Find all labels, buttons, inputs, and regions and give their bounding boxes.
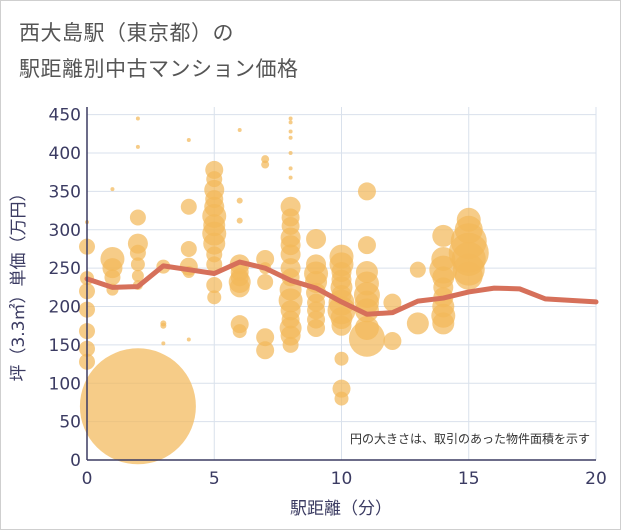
data-bubble: [357, 236, 376, 255]
data-bubble: [236, 217, 243, 224]
data-bubble: [454, 261, 483, 290]
data-bubble: [432, 224, 455, 247]
data-bubble: [432, 312, 455, 335]
data-bubble: [261, 160, 270, 169]
data-bubble: [207, 290, 222, 305]
data-bubble: [307, 319, 326, 338]
data-bubble: [306, 228, 327, 249]
data-bubble: [256, 328, 275, 347]
x-tick-label: 0: [82, 469, 93, 489]
y-tick-label: 400: [49, 144, 81, 164]
data-bubble: [180, 198, 197, 215]
data-bubble: [332, 379, 351, 398]
x-tick-labels: 0 5 10 15 20: [82, 469, 607, 489]
data-bubble: [135, 116, 140, 121]
data-bubble: [288, 129, 293, 134]
x-tick-label: 10: [331, 469, 353, 489]
data-bubble: [257, 273, 274, 290]
data-bubble: [288, 166, 293, 171]
data-bubble: [288, 120, 293, 125]
x-tick-label: 20: [585, 469, 607, 489]
y-axis-title: 坪（3.3㎡）単価（万円）: [9, 184, 29, 381]
y-tick-label: 100: [49, 374, 81, 394]
y-tick-label: 250: [49, 259, 81, 279]
data-bubble: [104, 269, 121, 286]
data-bubble: [383, 332, 402, 351]
data-bubble: [110, 187, 115, 192]
data-bubble: [206, 256, 223, 273]
data-bubble: [186, 137, 191, 142]
data-bubble: [354, 298, 379, 323]
y-tick-label: 350: [49, 182, 81, 202]
data-bubble: [288, 175, 293, 180]
y-tick-label: 150: [49, 336, 81, 356]
data-bubble: [79, 348, 196, 465]
chart-title-line-1: 西大島駅（東京都）の: [19, 21, 234, 45]
trend-line-layer: [84, 259, 599, 317]
data-bubble: [256, 341, 275, 360]
chart-title-line-2: 駅距離別中古マンション価格: [19, 57, 299, 81]
data-bubble: [348, 320, 385, 357]
y-tick-label: 50: [59, 413, 81, 433]
data-bubble: [288, 135, 293, 140]
data-bubble: [129, 244, 146, 261]
data-bubble: [256, 249, 275, 268]
data-bubble: [237, 128, 242, 133]
trend-line: [84, 259, 599, 317]
data-bubble: [180, 240, 197, 257]
data-bubble: [334, 391, 349, 406]
axes: [86, 107, 596, 461]
data-bubble: [232, 324, 247, 339]
data-bubble: [280, 244, 301, 265]
y-tick-labels: 0 50 100 150 200 250 300 350 400 450: [49, 106, 81, 471]
data-bubble: [135, 144, 140, 149]
data-bubble: [131, 269, 144, 282]
data-bubble: [406, 312, 429, 335]
data-bubble: [409, 261, 426, 278]
size-legend-note: 円の大きさは、取引のあった物件面積を示す: [350, 431, 590, 446]
y-tick-label: 0: [70, 451, 81, 471]
data-bubble: [161, 341, 166, 346]
x-tick-label: 15: [458, 469, 480, 489]
x-tick-label: 5: [209, 469, 220, 489]
y-tick-label: 200: [49, 298, 81, 318]
data-bubble: [206, 277, 223, 294]
data-bubble: [288, 116, 293, 121]
y-tick-label: 300: [49, 221, 81, 241]
data-bubble: [288, 151, 293, 156]
data-bubble: [229, 277, 250, 298]
data-bubble: [160, 322, 167, 329]
x-axis-title: 駅距離（分）: [290, 499, 392, 519]
data-bubble: [331, 315, 352, 336]
bubble-series: [79, 116, 489, 465]
data-bubble: [186, 337, 191, 342]
data-bubble: [357, 182, 376, 201]
data-bubble: [334, 351, 349, 366]
data-bubble: [130, 257, 145, 272]
data-bubble: [129, 209, 146, 226]
data-bubble: [236, 197, 243, 204]
y-tick-label: 450: [49, 106, 81, 126]
data-bubble: [383, 293, 402, 312]
data-bubble: [282, 336, 299, 353]
